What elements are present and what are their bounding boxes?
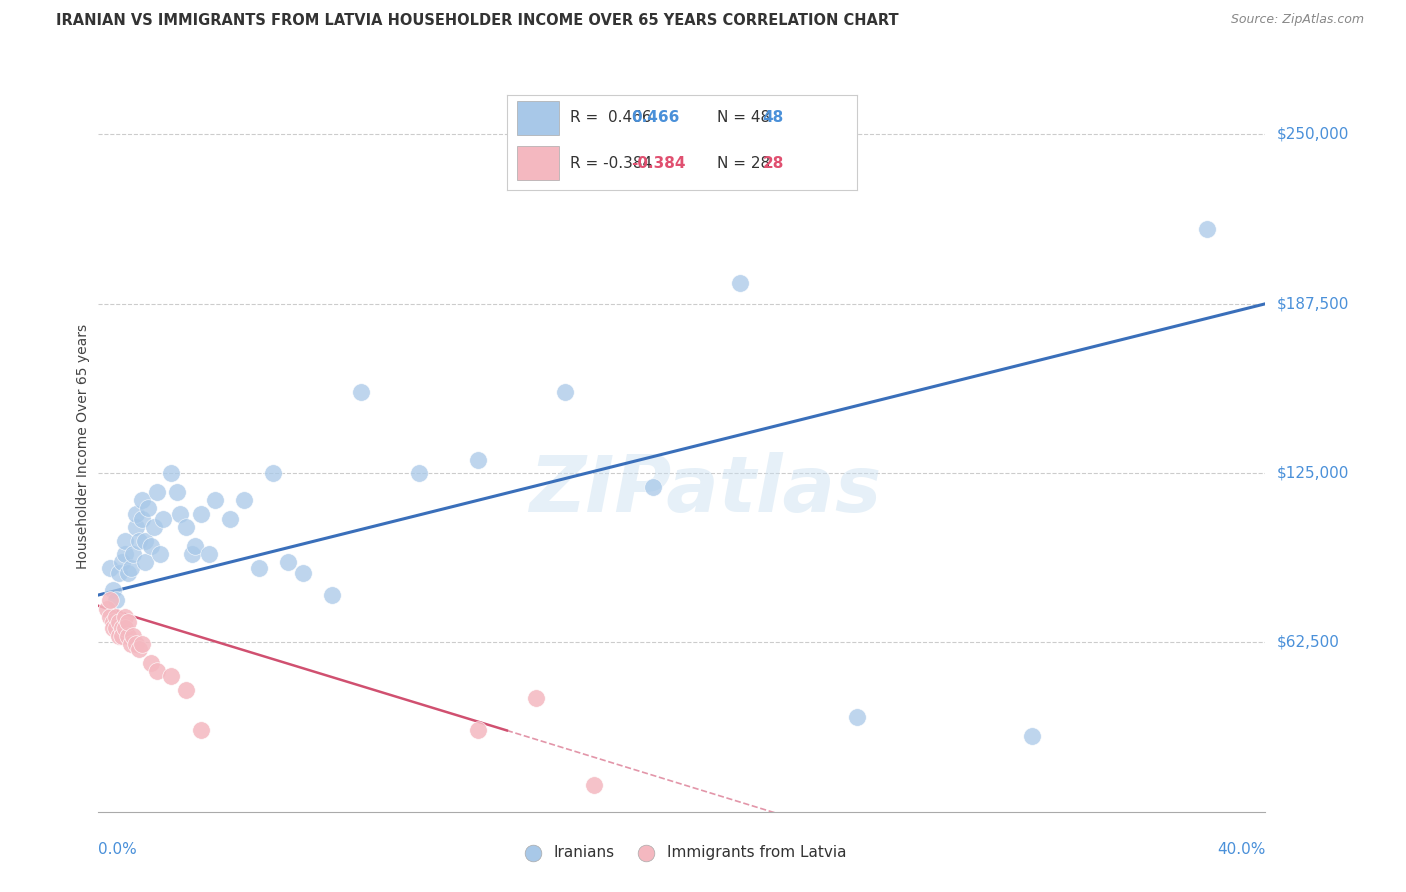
Text: 0.0%: 0.0% [98,842,138,857]
Y-axis label: Householder Income Over 65 years: Householder Income Over 65 years [76,324,90,568]
Point [117,615,139,629]
Point [183,539,205,553]
Point [101,615,124,629]
Point [524,690,547,705]
Point [467,452,489,467]
Point [204,493,226,508]
Point [98,561,121,575]
Point [125,637,148,651]
Point [108,615,131,629]
Text: 40.0%: 40.0% [1218,842,1265,857]
Text: Source: ZipAtlas.com: Source: ZipAtlas.com [1230,13,1364,27]
Point [117,629,139,643]
Point [104,593,127,607]
Point [160,466,183,480]
Point [120,637,142,651]
Point [139,539,162,553]
Point [131,493,153,508]
Point [114,533,136,548]
Point [262,466,284,480]
Point [101,582,124,597]
Point [291,566,314,581]
Point [104,620,127,634]
Legend: Iranians, Immigrants from Latvia: Iranians, Immigrants from Latvia [512,839,852,866]
Point [198,547,221,561]
Point [641,480,664,494]
Point [583,778,606,792]
Text: $62,500: $62,500 [1277,635,1340,650]
Point [1195,222,1218,236]
Point [101,620,124,634]
Point [277,556,299,570]
Point [111,620,134,634]
Text: $125,000: $125,000 [1277,466,1348,481]
Point [134,556,156,570]
Point [321,588,343,602]
Point [117,566,139,581]
Point [125,507,148,521]
Point [554,384,576,399]
Point [350,384,373,399]
Point [180,547,202,561]
Point [233,493,256,508]
Point [111,629,134,643]
Point [160,669,183,683]
Point [96,601,118,615]
Point [98,593,121,607]
Point [174,520,197,534]
Point [139,656,162,670]
Point [467,723,489,738]
Text: $250,000: $250,000 [1277,127,1348,142]
Point [149,547,172,561]
Point [125,520,148,534]
Point [146,485,169,500]
Point [190,723,212,738]
Point [169,507,191,521]
Point [128,533,150,548]
Point [122,547,145,561]
Text: IRANIAN VS IMMIGRANTS FROM LATVIA HOUSEHOLDER INCOME OVER 65 YEARS CORRELATION C: IRANIAN VS IMMIGRANTS FROM LATVIA HOUSEH… [56,13,898,29]
Point [104,609,127,624]
Point [728,277,751,291]
Point [114,609,136,624]
Point [166,485,188,500]
Point [247,561,270,575]
Point [131,512,153,526]
Point [128,642,150,657]
Point [108,566,131,581]
Point [134,533,156,548]
Point [845,710,868,724]
Point [120,561,142,575]
Point [111,556,134,570]
Point [174,682,197,697]
Point [114,620,136,634]
Point [114,547,136,561]
Text: $187,500: $187,500 [1277,296,1348,311]
Point [122,629,145,643]
Point [146,664,169,678]
Point [142,520,165,534]
Point [1021,729,1043,743]
Point [108,629,131,643]
Point [131,637,153,651]
Point [152,512,174,526]
Point [190,507,212,521]
Point [408,466,430,480]
Point [98,609,121,624]
Text: ZIPatlas: ZIPatlas [529,452,882,528]
Point [136,501,159,516]
Point [218,512,240,526]
